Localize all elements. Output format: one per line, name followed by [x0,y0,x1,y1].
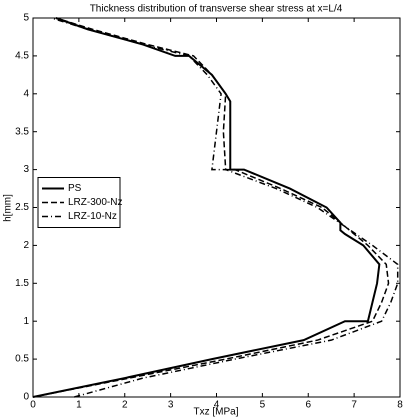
legend-box [37,177,121,228]
y-tick-label: 0.5 [15,354,29,365]
y-tick-label: 1.5 [15,278,29,289]
x-tick-label: 2 [122,400,128,411]
y-tick-label: 3.5 [15,126,29,137]
legend-label: LRZ-10-Nz [68,211,117,222]
x-tick-label: 1 [76,400,82,411]
x-tick-label: 3 [168,400,174,411]
series-line [51,17,399,398]
x-tick-label: 4 [214,400,220,411]
y-tick-label: 1 [23,316,29,327]
x-tick-label: 6 [305,400,311,411]
y-tick-label: 3 [23,164,29,175]
y-tick-label: 4.5 [15,51,29,62]
x-tick-label: 8 [397,400,403,411]
y-axis-label: h[mm] [3,194,14,222]
series-line [32,17,390,398]
y-tick-label: 5 [23,13,29,24]
x-tick-label: 7 [351,400,357,411]
x-tick-label: 0 [30,400,36,411]
y-tick-label: 2.5 [15,202,29,213]
series-line [32,17,381,398]
x-axis-label: Txz [MPa] [193,407,238,418]
legend-label: PS [68,183,82,194]
y-tick-label: 2 [23,240,29,251]
x-tick-label: 5 [260,400,266,411]
y-tick-label: 0 [23,392,29,403]
y-tick-label: 4 [23,88,29,99]
chart-title: Thickness distribution of transverse she… [90,4,343,15]
legend: PS LRZ-300-Nz LRZ-10-Nz [37,177,122,228]
legend-label: LRZ-300-Nz [68,197,122,208]
